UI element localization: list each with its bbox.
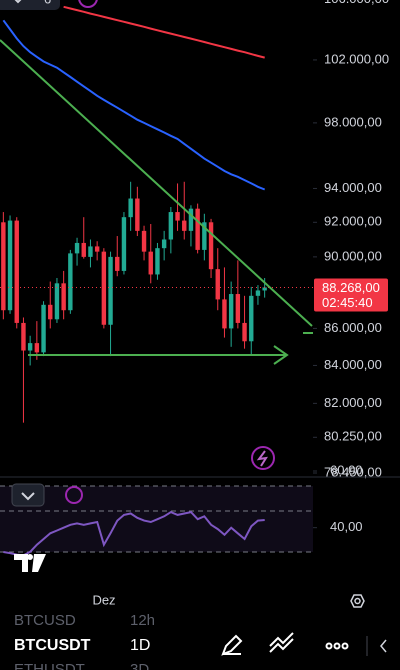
y-tick-label: 60,00: [330, 462, 363, 477]
candle-body: [121, 217, 127, 271]
tv-logo-dot: [27, 554, 33, 560]
y-tick-label: 80.250,00: [324, 429, 382, 444]
candle-body: [215, 269, 220, 300]
candle-body: [7, 220, 13, 311]
lightning-icon: [256, 450, 268, 467]
candle-body: [1, 222, 6, 311]
candle-body: [222, 299, 227, 329]
top-toolbar[interactable]: [0, 0, 60, 10]
moving-average: [2, 19, 266, 191]
candle-body: [202, 222, 207, 250]
collapse-button[interactable]: [11, 483, 45, 507]
candle-body: [54, 283, 60, 320]
watch-symbol[interactable]: ETHUSDT: [14, 661, 85, 670]
candle-body: [108, 256, 113, 325]
candle-body: [101, 251, 107, 325]
back-icon[interactable]: [380, 639, 387, 653]
drawings-icon[interactable]: [269, 632, 294, 653]
chevron-icon: [14, 0, 22, 4]
candle-body: [155, 248, 160, 275]
watch-interval: 12h: [130, 612, 155, 629]
candle-body: [81, 242, 86, 257]
y-tick-label: 102.000,00: [324, 51, 389, 66]
watch-interval: 3D: [130, 661, 149, 670]
lightning-button[interactable]: [251, 446, 275, 470]
candle-body: [115, 256, 120, 271]
candle-body: [208, 222, 214, 270]
rsi-chart: 60,00 40,00: [3, 462, 363, 557]
arrow-head: [273, 345, 289, 365]
candle-body: [14, 220, 19, 323]
candle-body: [175, 212, 180, 221]
candle-body: [235, 294, 241, 323]
candle-body: [34, 343, 40, 353]
candle-body: [48, 304, 53, 320]
pencil-icon[interactable]: [221, 634, 243, 656]
y-tick-label: 82.000,00: [324, 395, 382, 410]
candle-body: [249, 295, 254, 342]
y-tick-label: 78.450,00: [324, 464, 382, 479]
candle-body: [255, 290, 261, 296]
candle-body: [141, 230, 147, 252]
rsi-line: [3, 510, 265, 557]
y-tick-label: 40,00: [330, 519, 363, 534]
watch-symbol[interactable]: BTCUSD: [14, 612, 76, 629]
candle-body: [161, 239, 167, 249]
candle-body: [182, 220, 187, 231]
y-tick-label: 90.000,00: [324, 248, 382, 263]
indicator-icon[interactable]: [65, 486, 83, 504]
settings-icon[interactable]: [350, 594, 365, 608]
y-tick-label: 92.000,00: [324, 214, 382, 229]
symbol-bar: [0, 630, 400, 662]
active-interval[interactable]: 1D: [130, 637, 150, 654]
chevron-icon: [21, 492, 35, 501]
candle-body: [21, 322, 26, 351]
x-axis-label: Dez: [92, 592, 115, 607]
moving-average: [63, 5, 265, 59]
candle-body: [168, 212, 174, 240]
candle-body: [148, 251, 153, 275]
settings-icon-center: [354, 597, 361, 605]
candle-body: [94, 246, 100, 252]
candle-body: [27, 343, 33, 351]
candle-body: [74, 242, 80, 254]
candle-body: [61, 283, 66, 311]
candle-body: [262, 287, 267, 291]
purple-icon[interactable]: [78, 0, 98, 8]
candle-body: [228, 294, 234, 329]
candle-body: [88, 246, 93, 257]
y-tick-label: 94.000,00: [324, 180, 382, 195]
candle-body: [188, 208, 194, 231]
countdown: 02:45:40: [322, 295, 373, 310]
candle-body: [68, 253, 73, 311]
trend-line: [0, 39, 313, 327]
candle-body: [195, 208, 200, 250]
y-tick-label: 106.000,00: [324, 0, 389, 6]
y-tick-label: 98.000,00: [324, 114, 382, 129]
y-tick-label: 86.000,00: [324, 320, 382, 335]
candle-body: [41, 304, 46, 353]
top-badge: 6: [44, 0, 51, 6]
main-chart: 106.000,00 102.000,00 98.000,00 94.000,00 92…: [0, 0, 389, 479]
active-symbol[interactable]: BTCUSDT: [14, 637, 91, 654]
y-tick-label: 84.000,00: [324, 357, 382, 372]
last-price-label: 88.268,00: [322, 280, 380, 295]
candle-body: [242, 322, 247, 342]
candle-body: [135, 198, 140, 231]
candle-body: [128, 198, 133, 218]
tv-logo: [14, 554, 46, 572]
more-icon[interactable]: [325, 642, 349, 650]
last-price-tag: [314, 278, 388, 312]
